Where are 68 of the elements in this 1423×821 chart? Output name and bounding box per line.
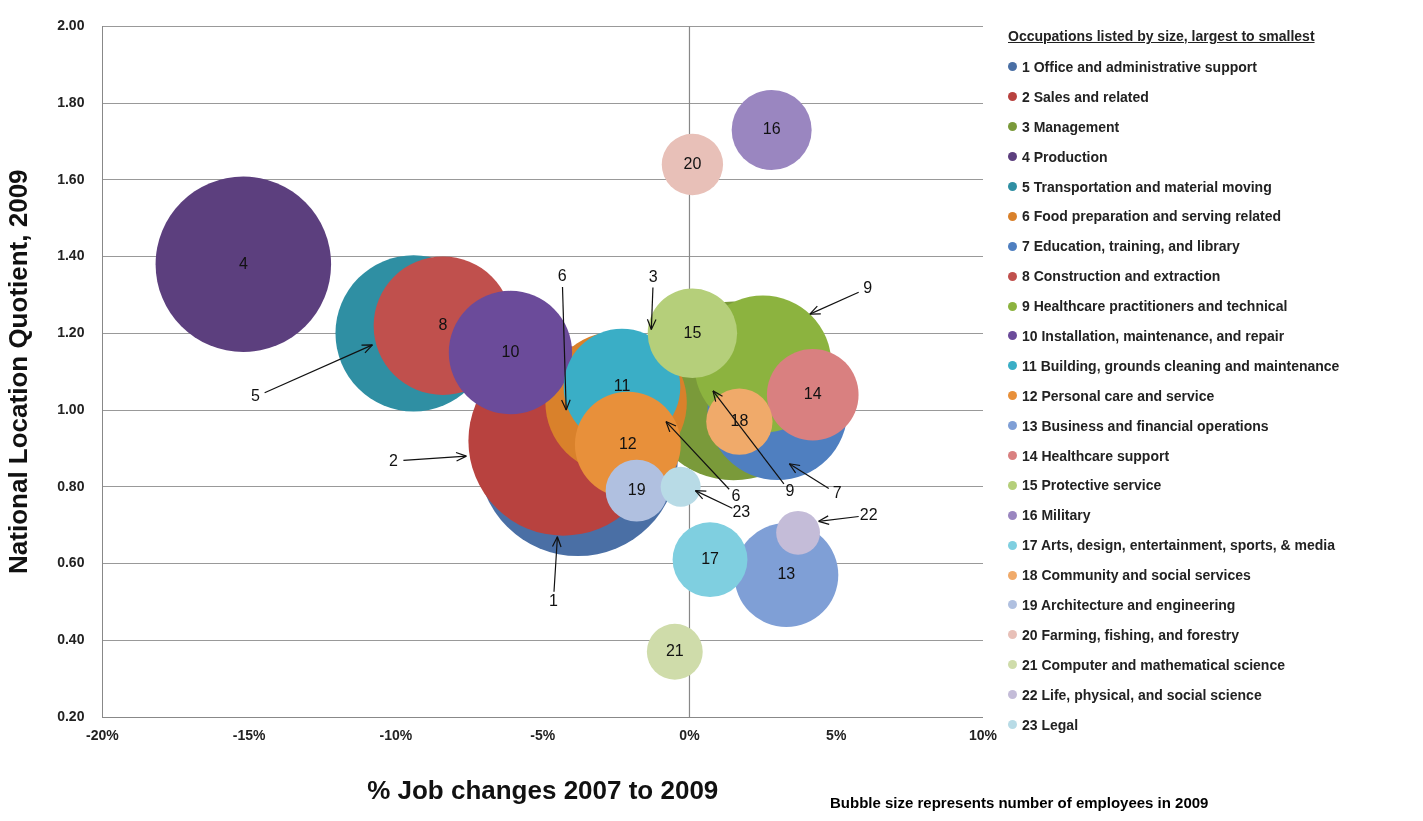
annotation: 8 (438, 316, 448, 334)
x-tick-label: -10% (379, 727, 413, 744)
legend-label: 9 Healthcare practitioners and technical (1022, 298, 1288, 315)
annotation: 13 (777, 565, 796, 583)
annotation: 17 (701, 550, 720, 568)
legend-label: 18 Community and social services (1022, 567, 1251, 584)
x-tick-label: -5% (530, 727, 556, 744)
y-tick-label: 1.20 (57, 324, 85, 341)
y-tick-label: 1.00 (57, 400, 85, 417)
annotation: 7 (832, 484, 842, 502)
legend-label: 21 Computer and mathematical science (1022, 656, 1285, 673)
annotation: 6 (557, 267, 567, 285)
x-tick-label: 10% (968, 727, 998, 744)
annotation: 14 (803, 385, 822, 403)
annotation: 10 (501, 342, 520, 360)
annotation: 4 (238, 254, 248, 272)
annotation: 11 (613, 377, 631, 395)
annotation: 12 (618, 435, 637, 452)
legend-label: 5 Transportation and material moving (1022, 178, 1272, 195)
legend-label: 23 Legal (1022, 716, 1079, 733)
annotation: 16 (762, 120, 781, 138)
legend-label: 14 Healthcare support (1022, 447, 1170, 464)
annotation: 19 (627, 481, 646, 499)
legend-label: 19 Architecture and engineering (1022, 596, 1236, 613)
annotation: 23 (732, 503, 751, 521)
y-tick-label: 1.60 (57, 170, 85, 187)
legend-label: 22 Life, physical, and social science (1022, 686, 1262, 703)
y-tick-label: 0.20 (57, 707, 85, 724)
annotation: 21 (665, 642, 684, 660)
legend-label: 15 Protective service (1022, 477, 1162, 494)
legend-label: 2 Sales and related (1022, 88, 1149, 105)
y-tick-label: 0.80 (57, 477, 85, 494)
y-tick-label: 1.40 (57, 247, 85, 264)
annotation: 6 (731, 486, 741, 504)
x-tick-label: -20% (86, 727, 120, 744)
legend-label: 20 Farming, fishing, and forestry (1022, 626, 1240, 643)
x-axis-title: % Job changes 2007 to 2009 (367, 774, 719, 805)
legend-label: 7 Education, training, and library (1022, 238, 1240, 255)
legend-label: 3 Management (1022, 118, 1120, 135)
y-tick-label: 0.40 (57, 631, 85, 648)
legend-label: 1 Office and administrative support (1022, 58, 1257, 75)
y-tick-label: 2.00 (57, 17, 85, 34)
annotation: 5 (251, 387, 261, 405)
x-tick-label: 5% (826, 727, 847, 744)
legend-label: 12 Personal care and service (1022, 387, 1215, 404)
annotation: 15 (683, 323, 702, 341)
text: Bubble size represents number of employees in 2009 (830, 794, 1209, 811)
legend-label: 6 Food preparation and serving related (1022, 208, 1282, 225)
annotation: 3 (648, 267, 658, 285)
legend-label: 10 Installation, maintenance, and repair (1022, 327, 1285, 344)
legend-title: Occupations listed by size, largest to smallest (1008, 28, 1316, 44)
x-tick-label: -15% (232, 727, 267, 744)
legend-label: 16 Military (1022, 507, 1091, 524)
annotation: 22 (859, 505, 878, 523)
y-axis-title: National Location Quotient, 2009 (2, 169, 33, 574)
legend-label: 4 Production (1022, 148, 1108, 165)
y-tick-label: 1.80 (57, 93, 85, 110)
annotation: 9 (785, 482, 795, 500)
x-tick-label: 0% (679, 727, 701, 744)
annotation: 2 (388, 451, 398, 469)
legend-label: 13 Business and financial operations (1022, 417, 1269, 434)
y-tick-label: 0.60 (57, 554, 85, 571)
legend-label: 11 Building, grounds cleaning and maintenance (1022, 357, 1340, 374)
annotation: 1 (548, 592, 558, 610)
annotation: 9 (863, 278, 873, 296)
legend-label: 8 Construction and extraction (1022, 268, 1221, 285)
annotation: 20 (683, 154, 702, 172)
legend-label: 17 Arts, design, entertainment, sports, & media (1022, 537, 1336, 554)
